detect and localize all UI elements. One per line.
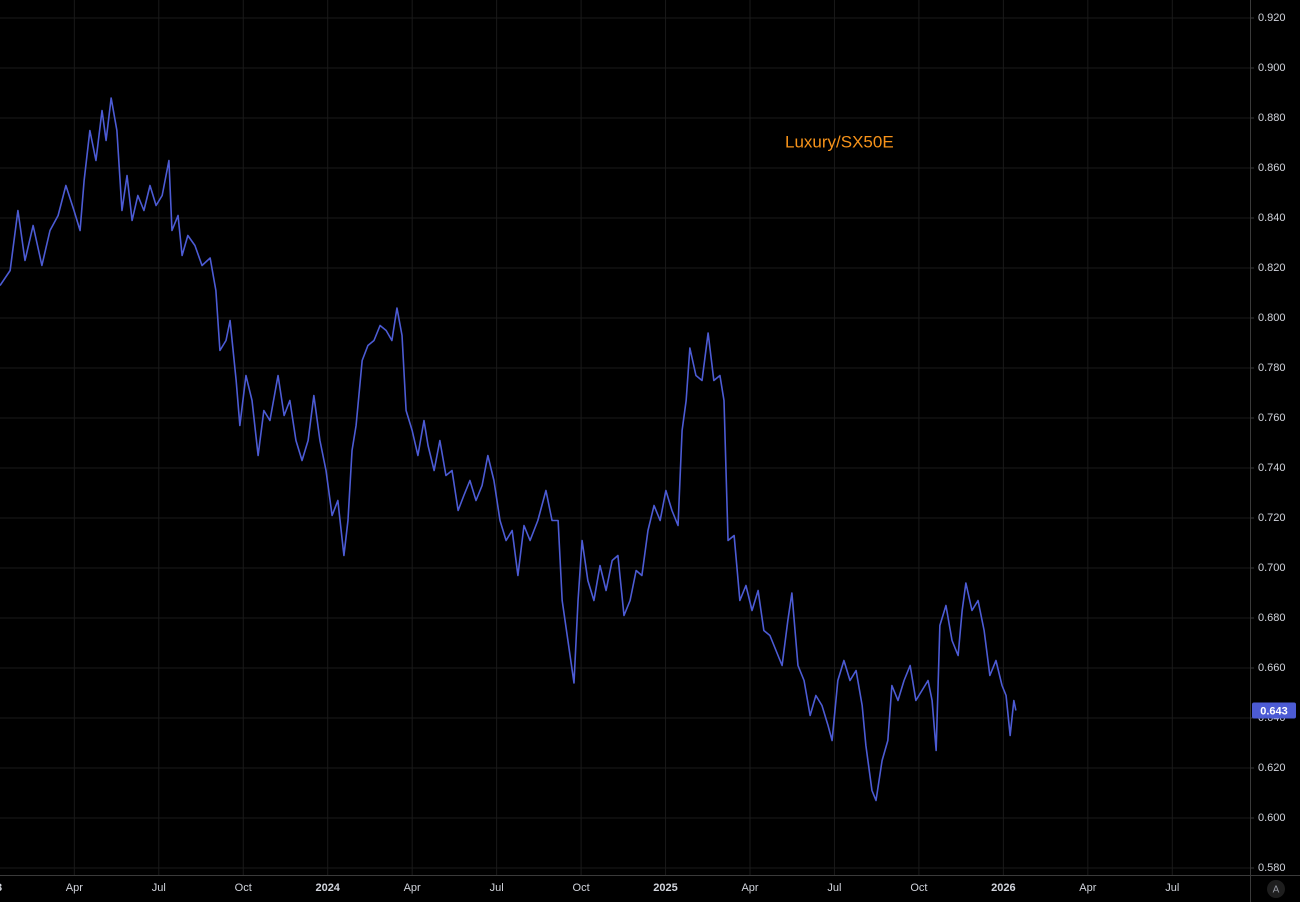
x-tick-label: Oct (235, 882, 252, 894)
y-tick-label: 0.840 (1258, 212, 1286, 224)
x-tick-label: 2024 (315, 882, 340, 894)
y-tick-label: 0.920 (1258, 12, 1286, 24)
x-tick-label: Apr (1079, 882, 1096, 894)
grid (0, 0, 1250, 875)
auto-scale-button[interactable]: A (1267, 880, 1285, 898)
y-tick-label: 0.900 (1258, 62, 1286, 74)
series-line (0, 97, 1017, 802)
y-tick-label: 0.720 (1258, 512, 1286, 524)
x-tick-label: 2026 (991, 882, 1015, 894)
y-tick-label: 0.800 (1258, 312, 1286, 324)
x-tick-label: 2025 (653, 882, 677, 894)
y-tick-label: 0.620 (1258, 762, 1286, 774)
y-tick-label: 0.860 (1258, 162, 1286, 174)
x-tick-label: Jul (490, 882, 504, 894)
auto-scale-button-bg[interactable] (1267, 880, 1285, 898)
axes: 0.5800.6000.6200.6400.6600.6800.7000.720… (0, 12, 1296, 894)
y-tick-label: 0.820 (1258, 262, 1286, 274)
x-tick-label: Apr (404, 882, 421, 894)
x-tick-label: Oct (910, 882, 927, 894)
x-tick-label: Jul (1165, 882, 1179, 894)
y-tick-label: 0.880 (1258, 112, 1286, 124)
plot-area (0, 97, 1017, 802)
auto-scale-button-label[interactable]: A (1273, 885, 1280, 896)
y-tick-label: 0.680 (1258, 612, 1286, 624)
x-tick-label: 2023 (0, 882, 2, 894)
x-tick-label: Apr (66, 882, 83, 894)
y-tick-label: 0.760 (1258, 412, 1286, 424)
y-tick-label: 0.780 (1258, 362, 1286, 374)
y-tick-label: 0.600 (1258, 812, 1286, 824)
y-tick-label: 0.700 (1258, 562, 1286, 574)
last-value-label: 0.643 (1260, 705, 1288, 717)
x-tick-label: Jul (152, 882, 166, 894)
x-tick-label: Oct (573, 882, 590, 894)
x-tick-label: Apr (741, 882, 758, 894)
chart-title: Luxury/SX50E (785, 132, 894, 151)
last-value-tag (1252, 702, 1296, 719)
y-tick-label: 0.660 (1258, 662, 1286, 674)
x-tick-label: Jul (827, 882, 841, 894)
y-tick-label: 0.580 (1258, 862, 1286, 874)
y-tick-label: 0.740 (1258, 462, 1286, 474)
